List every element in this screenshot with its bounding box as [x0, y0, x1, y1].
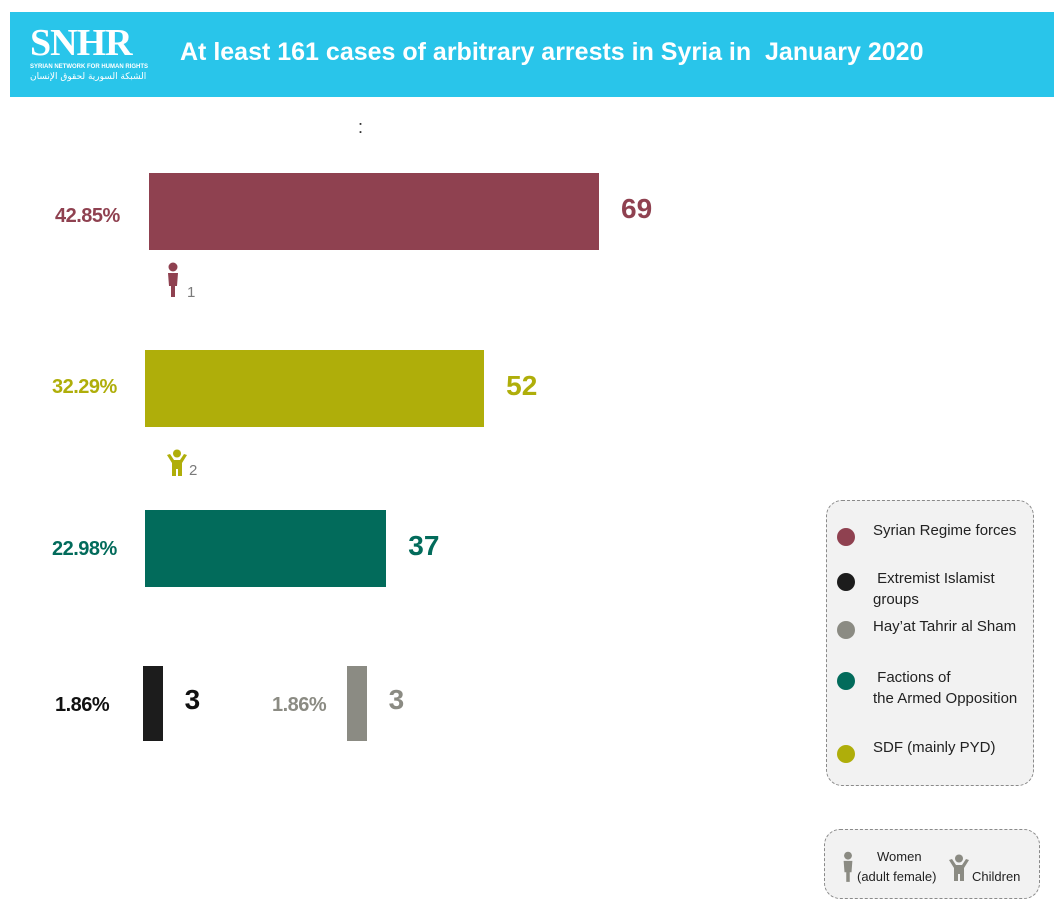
- legend-swatch-extremist-groups: [837, 573, 855, 591]
- child-key-icon: [949, 854, 969, 881]
- logo-subtitle: SYRIAN NETWORK FOR HUMAN RIGHTS: [30, 64, 148, 70]
- logo-arabic: الشبكة السورية لحقوق الإنسان: [30, 72, 147, 82]
- percent-label-sdf: 32.29%: [52, 376, 117, 398]
- legend-label-hts: Hay’at Tahrir al Sham: [873, 618, 1017, 635]
- colon-mark: :: [358, 117, 364, 137]
- value-label-hts: 3: [388, 684, 405, 715]
- legend-swatch-sdf: [837, 745, 855, 763]
- legend-swatch-hts: [837, 621, 855, 639]
- key-women-sublabel: (adult female): [857, 869, 937, 884]
- bar-hts: [347, 666, 367, 741]
- legend-label-armed-opposition: Factions of the Armed Opposition: [873, 669, 1018, 707]
- bar-syrian-regime: [149, 173, 599, 250]
- women-count: 1: [187, 284, 196, 301]
- percent-label-hts: 1.86%: [272, 694, 327, 716]
- children-count: 2: [189, 462, 198, 479]
- snhr-logo: SNHR: [30, 22, 133, 64]
- woman-key-icon: [843, 851, 853, 882]
- value-label-sdf: 52: [506, 370, 538, 401]
- legend-swatch-armed-opposition: [837, 672, 855, 690]
- bar-extremist-groups: [143, 666, 163, 741]
- child-icon: [167, 449, 187, 476]
- chart-title: At least 161 cases of arbitrary arrests …: [180, 38, 924, 66]
- key-women-label: Women: [877, 849, 922, 864]
- bar-sdf: [145, 350, 485, 427]
- bar-armed-opposition: [145, 510, 387, 587]
- legend-label-sdf: SDF (mainly PYD): [873, 739, 996, 756]
- percent-label-extremist-groups: 1.86%: [55, 694, 110, 716]
- woman-icon: [168, 262, 178, 297]
- legend-label-syrian-regime: Syrian Regime forces: [873, 522, 1017, 539]
- value-label-extremist-groups: 3: [184, 684, 201, 715]
- key-children-label: Children: [972, 869, 1021, 884]
- legend: Syrian Regime forces Extremist Islamist …: [826, 500, 1034, 786]
- percent-label-syrian-regime: 42.85%: [55, 205, 120, 227]
- legend-swatch-syrian-regime: [837, 528, 855, 546]
- icon-key: Women (adult female) Children: [824, 829, 1040, 899]
- value-label-syrian-regime: 69: [621, 193, 653, 224]
- header-banner: SNHR SYRIAN NETWORK FOR HUMAN RIGHTS الش…: [10, 12, 1054, 97]
- percent-label-armed-opposition: 22.98%: [52, 538, 117, 560]
- value-label-armed-opposition: 37: [408, 530, 440, 561]
- legend-label-extremist-groups: Extremist Islamist groups: [873, 570, 995, 608]
